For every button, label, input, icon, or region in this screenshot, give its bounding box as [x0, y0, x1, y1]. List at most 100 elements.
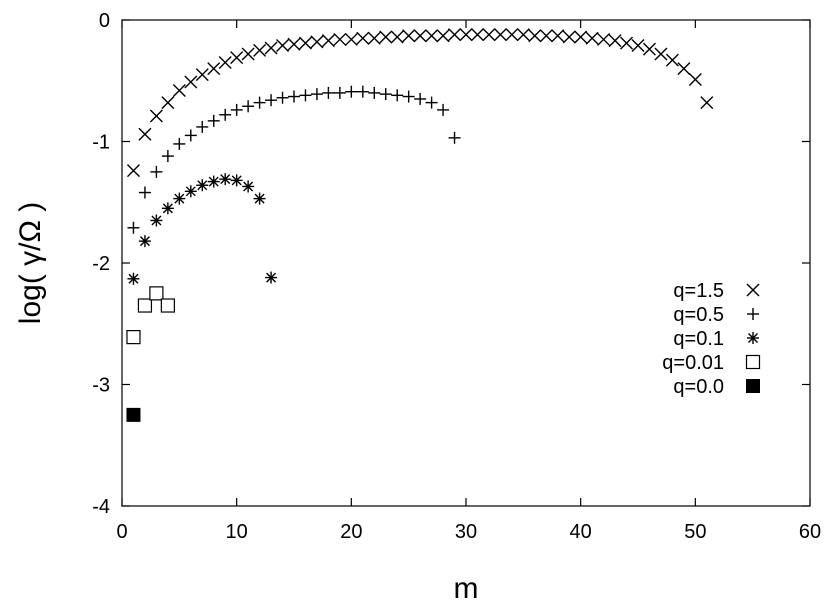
- data-point: [264, 41, 278, 55]
- data-point: [402, 29, 416, 43]
- data-point: [516, 28, 530, 42]
- series-q=1.5: [126, 28, 714, 178]
- data-point: [448, 131, 461, 144]
- data-point: [196, 120, 209, 133]
- data-point: [138, 235, 151, 248]
- data-point: [253, 192, 266, 205]
- data-point: [184, 185, 197, 198]
- data-point: [138, 127, 152, 141]
- data-point: [390, 30, 404, 44]
- data-point: [242, 180, 255, 193]
- data-point: [161, 96, 175, 110]
- data-point: [310, 35, 324, 49]
- legend-marker: [746, 379, 760, 393]
- data-point: [288, 90, 300, 103]
- data-point: [528, 29, 542, 43]
- data-point: [677, 62, 691, 76]
- data-point: [665, 53, 679, 67]
- series-q=0.0: [126, 407, 141, 422]
- y-tick-label: -1: [92, 132, 110, 154]
- data-point: [345, 85, 358, 98]
- data-point: [322, 86, 335, 99]
- data-point: [161, 150, 174, 163]
- data-point: [642, 42, 656, 56]
- data-point: [265, 271, 278, 284]
- data-point: [539, 29, 553, 43]
- legend-label: q=0.01: [662, 352, 724, 374]
- data-point: [425, 96, 438, 109]
- data-point: [436, 29, 450, 43]
- data-point: [150, 165, 163, 178]
- plot-frame: [121, 19, 811, 507]
- data-point: [356, 85, 369, 98]
- y-axis-label: log( γ/Ω ): [14, 202, 47, 324]
- data-point: [413, 29, 427, 43]
- data-point: [402, 90, 415, 103]
- data-point: [137, 298, 153, 313]
- data-point: [230, 103, 243, 116]
- data-point: [207, 62, 221, 76]
- data-point: [551, 29, 565, 43]
- data-point: [150, 214, 163, 227]
- data-point: [184, 75, 198, 89]
- data-point: [149, 286, 164, 301]
- data-point: [688, 73, 702, 87]
- data-point: [368, 86, 381, 99]
- data-point: [459, 28, 473, 42]
- data-point: [379, 88, 392, 101]
- series-q=0.5: [127, 85, 461, 234]
- legend-label: q=0.1: [673, 328, 724, 350]
- data-point: [276, 39, 290, 53]
- data-point: [321, 34, 335, 48]
- data-point: [379, 30, 393, 44]
- data-point: [161, 202, 174, 215]
- data-point: [265, 94, 278, 107]
- data-point: [218, 56, 232, 70]
- data-point: [242, 100, 255, 113]
- x-tick-label: 30: [455, 521, 477, 543]
- data-point: [425, 29, 439, 43]
- data-point: [207, 114, 220, 127]
- data-point: [493, 28, 507, 42]
- series-q=0.1: [127, 173, 278, 285]
- x-tick-label: 40: [570, 521, 592, 543]
- legend-label: q=0.0: [673, 376, 724, 398]
- legend-marker: [747, 332, 759, 344]
- data-point: [126, 407, 141, 422]
- data-point: [253, 43, 267, 57]
- data-point: [127, 221, 140, 234]
- data-point: [482, 28, 496, 42]
- data-point: [172, 83, 186, 97]
- data-points: [126, 28, 714, 422]
- data-point: [333, 86, 346, 99]
- legend-marker: [746, 283, 760, 297]
- data-point: [126, 164, 140, 178]
- y-tick-label: -2: [92, 253, 110, 275]
- data-point: [700, 96, 714, 110]
- legend-marker: [747, 308, 759, 320]
- data-point: [195, 68, 209, 82]
- x-tick-label: 10: [226, 521, 248, 543]
- data-point: [160, 298, 175, 313]
- data-point: [333, 32, 347, 46]
- data-point: [230, 51, 244, 65]
- data-point: [562, 30, 576, 44]
- y-tick-label: 0: [99, 10, 110, 32]
- data-point: [608, 34, 622, 48]
- y-tick-label: -3: [92, 375, 110, 397]
- legend: q=1.5q=0.5q=0.1q=0.01q=0.0: [662, 280, 761, 398]
- data-point: [631, 39, 645, 53]
- data-point: [219, 173, 232, 186]
- x-tick-label: 20: [340, 521, 362, 543]
- x-tick-label: 50: [684, 521, 706, 543]
- data-point: [184, 129, 197, 142]
- data-point: [253, 96, 266, 109]
- data-point: [287, 37, 301, 51]
- data-point: [597, 32, 611, 46]
- data-point: [149, 109, 163, 123]
- data-point: [356, 31, 370, 45]
- data-point: [654, 47, 668, 61]
- data-point: [344, 32, 358, 46]
- series-q=0.01: [126, 286, 175, 345]
